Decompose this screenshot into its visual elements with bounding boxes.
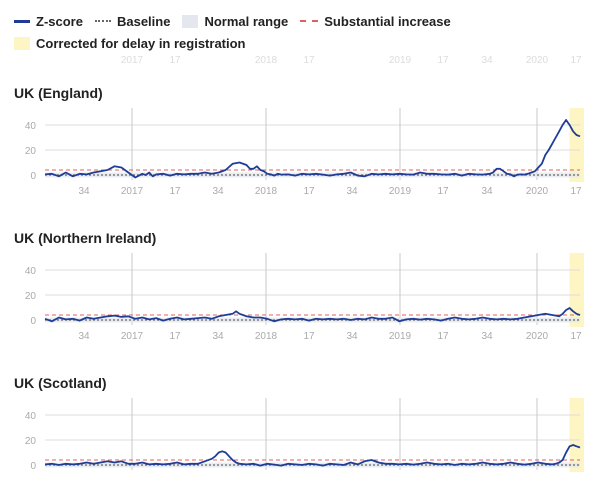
x-tick-label: 34 <box>78 186 90 197</box>
y-tick-label: 40 <box>25 121 37 132</box>
x-tick-label: 17 <box>303 331 315 342</box>
panel-title: UK (England) <box>14 85 103 101</box>
legend-label-delay-correction: Corrected for delay in registration <box>36 35 246 51</box>
zscore-swatch <box>14 19 30 23</box>
zscore-series-line <box>44 119 581 179</box>
faded-top-tick-label: 17 <box>437 55 449 66</box>
x-tick-label: 17 <box>169 186 181 197</box>
x-tick-label: 2019 <box>389 186 412 197</box>
faded-top-tick-label: 2018 <box>255 55 278 66</box>
panel-title: UK (Northern Ireland) <box>14 230 156 246</box>
x-tick-label: 34 <box>481 186 493 197</box>
y-tick-label: 0 <box>30 171 36 182</box>
x-tick-label: 34 <box>481 331 493 342</box>
delay-correction-band <box>569 398 584 472</box>
faded-top-tick-label: 2019 <box>389 55 412 66</box>
legend-label-substantial-increase: Substantial increase <box>324 13 451 29</box>
legend-item-normal-range: Normal range <box>182 14 288 29</box>
legend-row-2: Corrected for delay in registration <box>14 32 594 54</box>
chart-panel-1: UK (England) 0 20 40 34 2017 17 34 2018 17 34 2019 1… <box>14 85 584 197</box>
x-tick-label: 2018 <box>255 331 278 342</box>
legend-item-delay-correction: Corrected for delay in registration <box>14 36 246 51</box>
x-tick-label: 2019 <box>389 331 412 342</box>
chart-legend: Z-score Baseline Normal range Substantia… <box>14 10 594 54</box>
x-tick-label: 2020 <box>526 331 549 342</box>
x-tick-label: 34 <box>78 331 90 342</box>
faded-top-tick-label: 2017 <box>121 55 144 66</box>
delay-correction-band <box>569 108 584 182</box>
faded-top-tick-label: 17 <box>570 55 582 66</box>
zscore-series-line <box>44 307 581 323</box>
x-tick-label: 34 <box>212 331 224 342</box>
x-tick-label: 34 <box>346 331 358 342</box>
y-tick-label: 20 <box>25 146 37 157</box>
faded-top-tick-label: 34 <box>481 55 493 66</box>
x-tick-label: 17 <box>437 186 449 197</box>
x-tick-label: 17 <box>570 331 582 342</box>
x-tick-label: 2017 <box>121 186 144 197</box>
delay-correction-band <box>569 253 584 327</box>
legend-item-baseline: Baseline <box>94 13 171 29</box>
y-tick-label: 20 <box>25 436 37 447</box>
legend-label-baseline: Baseline <box>116 13 171 29</box>
substantial-increase-swatch <box>300 20 319 22</box>
chart-panel-2: UK (Northern Ireland) 0 20 40 34 2017 17 34 2018… <box>14 230 584 342</box>
chart-panel-3: UK (Scotland)020403420171734201817342019… <box>14 375 584 477</box>
zscore-series-line <box>44 444 581 467</box>
faded-top-tick-label: 17 <box>169 55 181 66</box>
delay-correction-swatch <box>14 36 30 50</box>
x-tick-label: 17 <box>169 331 181 342</box>
x-tick-label: 17 <box>303 186 315 197</box>
faded-top-tick-label: 17 <box>303 55 315 66</box>
x-tick-label: 2017 <box>121 331 144 342</box>
y-tick-label: 0 <box>30 316 36 327</box>
x-tick-label: 17 <box>437 331 449 342</box>
y-tick-label: 20 <box>25 291 37 302</box>
y-tick-label: 0 <box>30 461 36 472</box>
x-tick-label: 34 <box>346 186 358 197</box>
y-tick-label: 40 <box>25 411 37 422</box>
legend-item-zscore: Z-score <box>14 14 83 29</box>
normal-range-swatch <box>182 14 199 28</box>
baseline-swatch <box>94 20 111 22</box>
legend-item-substantial-increase: Substantial increase <box>300 13 451 29</box>
x-tick-label: 2018 <box>255 186 278 197</box>
x-tick-label: 17 <box>570 186 582 197</box>
x-tick-label: 2020 <box>526 186 549 197</box>
panel-title: UK (Scotland) <box>14 375 107 391</box>
legend-row-1: Z-score Baseline Normal range Substantia… <box>14 10 594 32</box>
y-tick-label: 40 <box>25 266 37 277</box>
legend-label-zscore: Z-score <box>36 13 83 29</box>
faded-top-tick-label: 2020 <box>526 55 549 66</box>
x-tick-label: 34 <box>212 186 224 197</box>
legend-label-normal-range: Normal range <box>204 13 289 29</box>
